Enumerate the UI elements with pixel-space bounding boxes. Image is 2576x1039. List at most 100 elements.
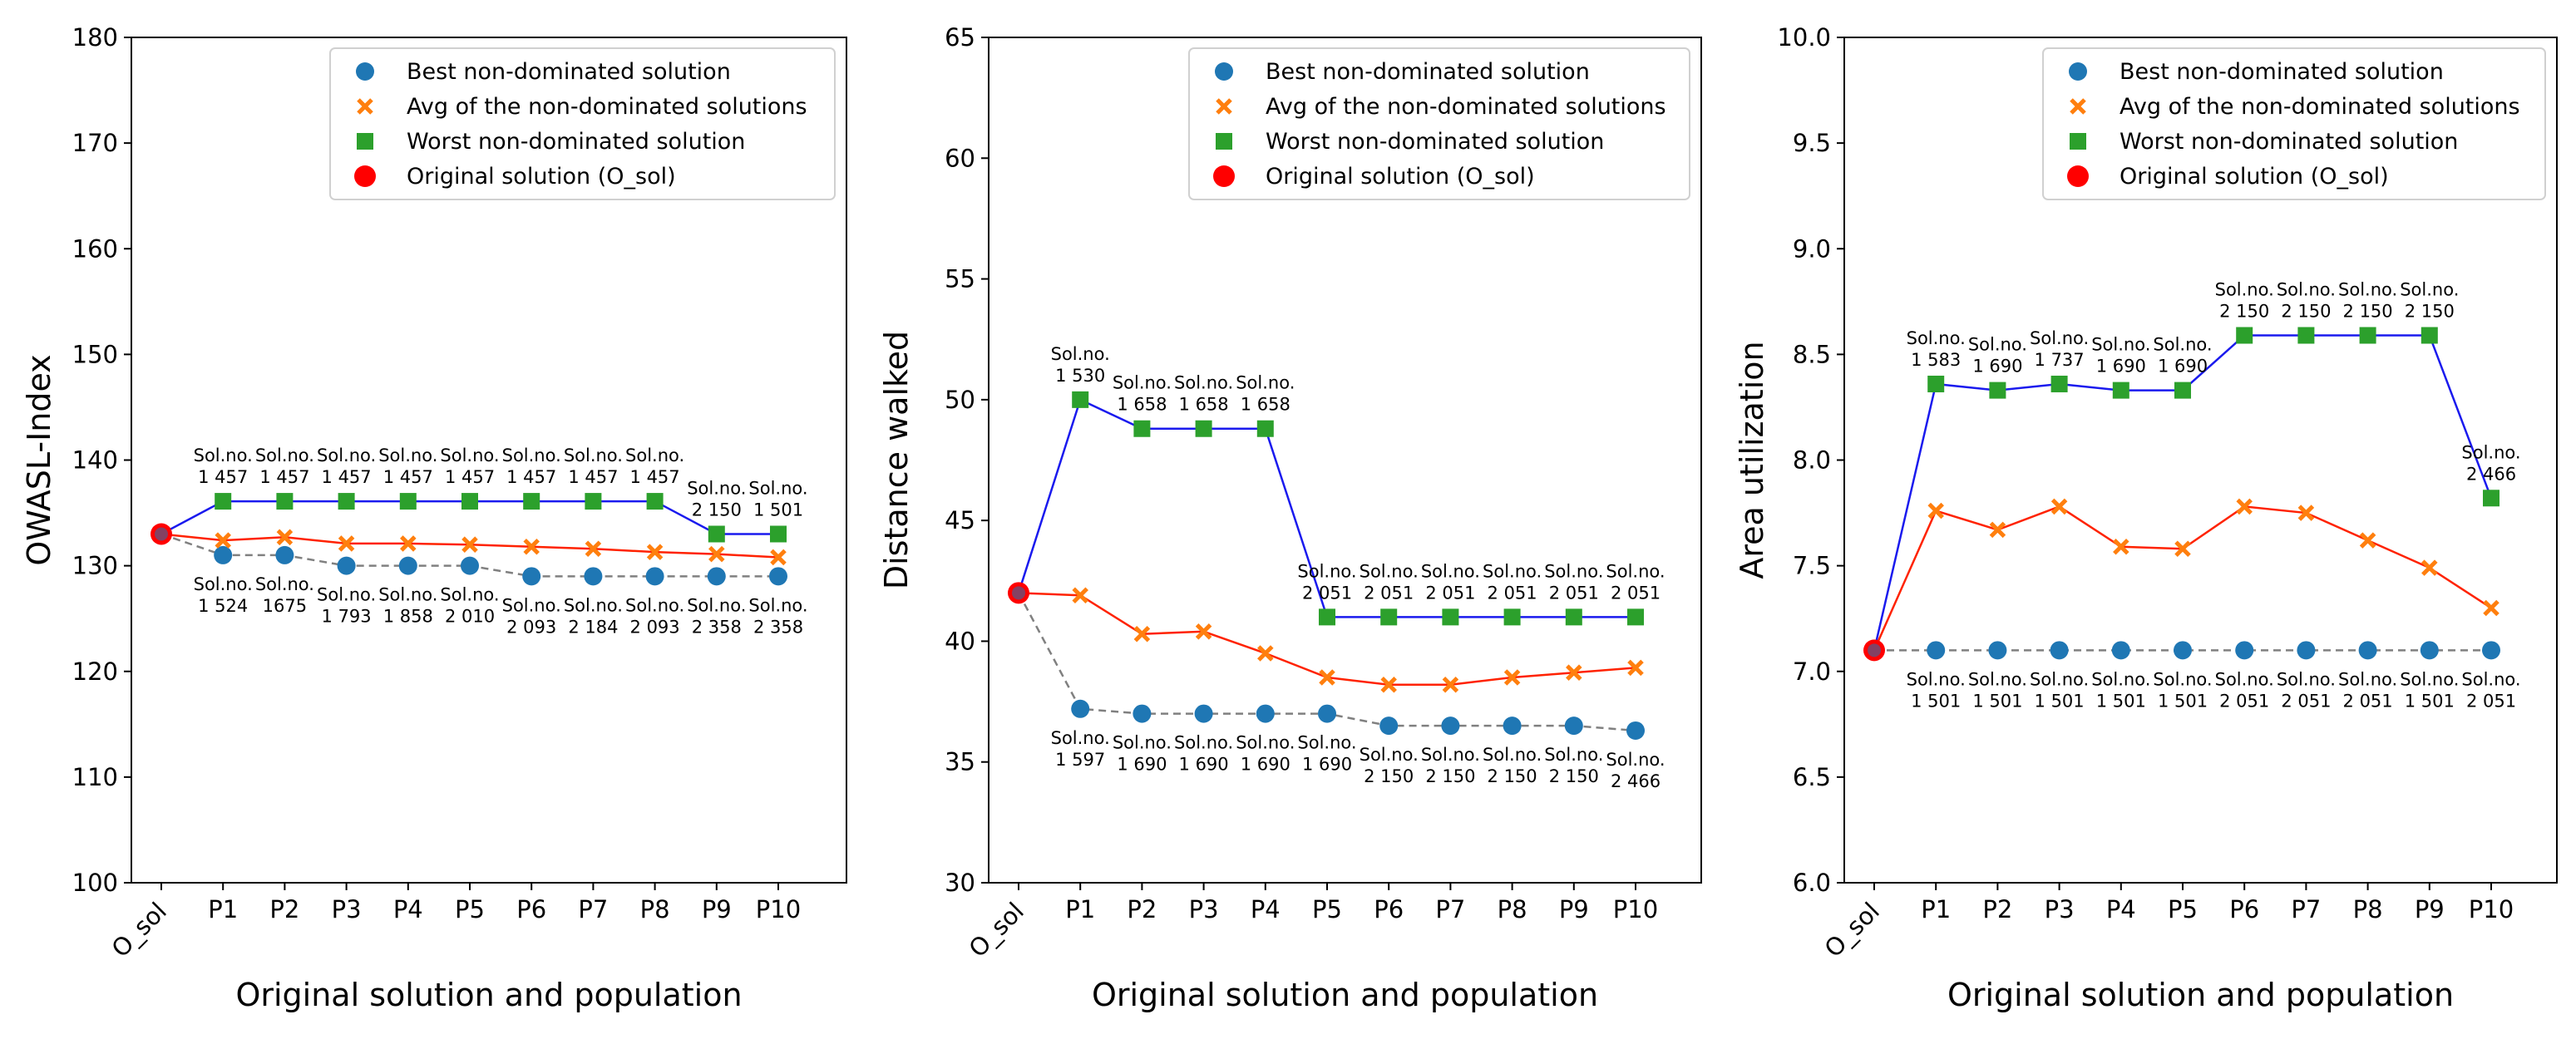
best-solution-label: 1 690 [1117, 755, 1167, 775]
worst-solution-label: Sol.no. [1360, 561, 1419, 581]
best-solution-label: Sol.no. [564, 595, 623, 615]
worst-solution-label: 1 658 [1179, 395, 1229, 415]
x-tick-label: O_sol [106, 897, 172, 963]
y-tick-label: 100 [72, 869, 118, 897]
worst-point [2050, 375, 2068, 392]
best-solution-label: 2 358 [753, 617, 803, 637]
worst-point [523, 493, 540, 510]
best-solution-label: 1 793 [322, 607, 372, 627]
best-solution-label: Sol.no. [1483, 745, 1542, 765]
y-axis-label: Area utilization [1734, 341, 1770, 579]
x-axis-label: Original solution and population [235, 977, 742, 1013]
best-solution-label: Sol.no. [2153, 669, 2212, 689]
x-tick-label: O_sol [964, 897, 1029, 963]
legend-worst-marker [357, 133, 373, 150]
worst-solution-label: Sol.no. [378, 446, 437, 465]
x-tick-label: P8 [2353, 895, 2383, 923]
best-solution-label: 2 466 [1611, 771, 1661, 791]
original-point-overlay [1868, 643, 1881, 657]
worst-point [1503, 608, 1521, 626]
chart-panel-1: 100 110 120 130 140 150 160 170 180 O_sol P1 P2 P3 P4… [21, 23, 847, 1013]
best-solution-label: Sol.no. [2030, 669, 2089, 689]
worst-solution-label: 1 690 [1972, 357, 2022, 377]
y-tick-label: 10.0 [1777, 23, 1831, 52]
x-tick-label: P7 [2291, 895, 2321, 923]
y-tick-label: 110 [72, 763, 118, 791]
avg-point [1257, 645, 1274, 662]
best-solution-label: 1 501 [1911, 691, 1961, 711]
avg-point [1927, 502, 1944, 520]
worst-point [399, 493, 417, 510]
best-solution-label: 2 150 [1488, 766, 1537, 786]
best-point [707, 567, 726, 586]
y-tick-label: 8.0 [1793, 446, 1831, 475]
avg-point [1442, 676, 1459, 693]
best-solution-label: Sol.no. [2400, 669, 2459, 689]
worst-solution-label: 1 690 [2158, 357, 2208, 377]
avg-point [1133, 625, 1151, 643]
worst-point [646, 493, 664, 510]
best-point [645, 567, 664, 586]
legend-entry: Best non-dominated solution [2120, 59, 2444, 85]
x-tick-label: P10 [1613, 895, 1658, 923]
worst-point [1442, 608, 1459, 626]
x-tick-label: P8 [640, 895, 670, 923]
worst-solution-label: Sol.no. [2400, 279, 2459, 299]
best-solution-label: 2 358 [692, 617, 742, 637]
worst-solution-label: Sol.no. [2153, 335, 2212, 355]
worst-solution-label: 2 051 [1549, 583, 1599, 603]
best-solution-label: 1 690 [1241, 755, 1290, 775]
best-solution-label: Sol.no. [1360, 745, 1419, 765]
legend-original-marker [1213, 165, 1235, 187]
legend: Best non-dominated solution Avg of the no… [2042, 47, 2546, 200]
best-solution-label: Sol.no. [1051, 728, 1110, 748]
worst-point [461, 493, 478, 510]
best-solution-label: Sol.no. [1907, 669, 1966, 689]
best-solution-label: 2 051 [2219, 691, 2269, 711]
best-solution-label: 1 690 [1302, 755, 1352, 775]
worst-solution-label: 1 457 [445, 467, 495, 487]
x-tick-label: P9 [2415, 895, 2445, 923]
best-solution-label: Sol.no. [748, 595, 807, 615]
best-solution-label: 1 501 [1972, 691, 2022, 711]
chart-panel-3: 6.0 6.5 7.0 7.5 8.0 8.5 9.0 9.5 10.0 O_sol P1 P2 P3 P… [1734, 23, 2558, 1013]
worst-solution-label: 2 150 [692, 500, 742, 520]
worst-point [1195, 420, 1212, 437]
best-solution-label: Sol.no. [2091, 669, 2150, 689]
worst-solution-label: Sol.no. [2461, 442, 2520, 462]
x-axis-label: Original solution and population [1092, 977, 1598, 1013]
best-solution-label: 2 093 [630, 617, 680, 637]
legend-entry: Best non-dominated solution [1266, 59, 1590, 85]
avg-point [646, 544, 664, 560]
best-solution-label: 2 150 [1425, 766, 1475, 786]
worst-solution-label: 2 051 [1425, 583, 1475, 603]
worst-point [2236, 327, 2253, 344]
y-tick-label: 9.5 [1793, 129, 1831, 157]
worst-point [1072, 391, 1089, 408]
worst-solution-label: Sol.no. [1421, 561, 1480, 581]
best-solution-label: Sol.no. [625, 595, 684, 615]
y-tick-label: 6.5 [1793, 763, 1831, 791]
legend-entry: Best non-dominated solution [407, 59, 731, 85]
legend-entry: Avg of the non-dominated solutions [2120, 94, 2520, 120]
avg-point [1319, 669, 1335, 686]
avg-point [338, 535, 355, 552]
worst-solution-label: 1 658 [1117, 395, 1167, 415]
worst-solution-label: Sol.no. [2030, 328, 2089, 348]
best-solution-label: 1 501 [2035, 691, 2085, 711]
worst-solution-label: Sol.no. [2277, 279, 2336, 299]
legend-best-marker [2069, 62, 2087, 81]
legend-entry: Avg of the non-dominated solutions [407, 94, 807, 120]
y-tick-label: 65 [945, 23, 975, 52]
x-tick-label: P2 [1982, 895, 2012, 923]
best-solution-label: Sol.no. [440, 585, 499, 605]
series-line [1018, 592, 1636, 686]
x-tick-label: P3 [332, 895, 362, 923]
y-axis-label: OWASL-Index [21, 354, 57, 565]
avg-point [1503, 669, 1521, 686]
worst-solution-label: Sol.no. [1236, 373, 1295, 393]
best-point [1564, 716, 1583, 736]
y-tick-label: 30 [945, 869, 975, 897]
worst-solution-label: Sol.no. [1174, 373, 1233, 393]
